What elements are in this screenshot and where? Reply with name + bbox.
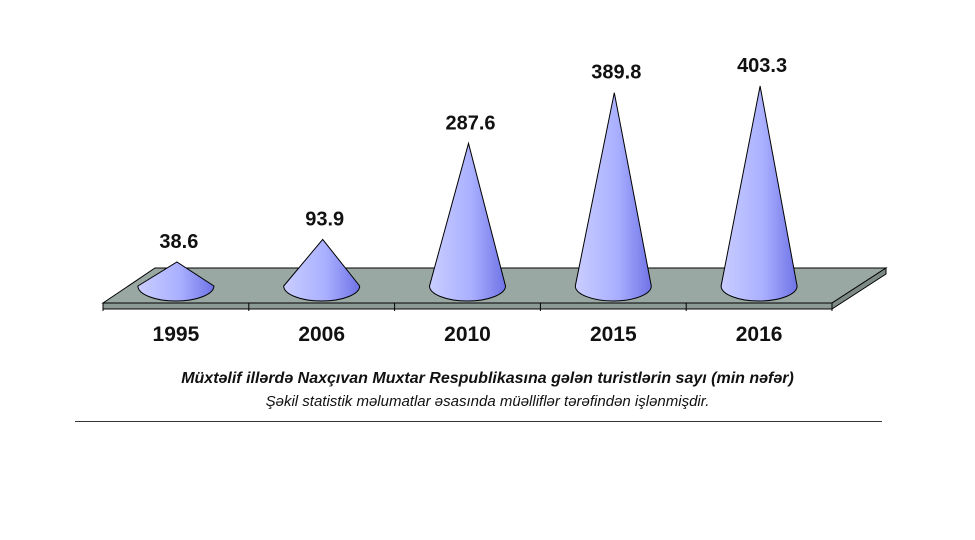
cone-bar: [137, 261, 215, 302]
x-tick-label: 2010: [444, 323, 491, 346]
chart-caption-title: Müxtəlif illərdə Naxçıvan Muxtar Respubl…: [181, 370, 794, 387]
cone-series: [137, 85, 798, 302]
cone-chart: 38.6 93.9 287.6 389.8 403.3 1995 2006 2010 2015…: [101, 55, 888, 346]
x-tick-label: 2016: [736, 323, 783, 346]
chart-caption-source: Şəkil statistik məlumatlar əsasında müəl…: [265, 393, 710, 410]
x-tick-label: 1995: [153, 323, 200, 346]
data-label: 93.9: [305, 208, 344, 230]
cone-bar: [720, 85, 798, 302]
x-tick-label: 2006: [298, 323, 345, 346]
data-label: 38.6: [159, 231, 198, 253]
cone-bar: [428, 141, 507, 302]
data-label: 287.6: [445, 112, 495, 134]
cone-bar: [283, 238, 361, 302]
x-axis-ticks: 1995 2006 2010 2015 2016: [102, 303, 833, 346]
data-label: 389.8: [591, 62, 641, 84]
x-tick-label: 2015: [590, 323, 637, 346]
caption-divider: [75, 421, 882, 422]
floor-front: [102, 302, 833, 310]
cone-bar: [574, 92, 652, 302]
data-labels: 38.6 93.9 287.6 389.8 403.3: [159, 55, 787, 253]
data-label: 403.3: [737, 55, 787, 77]
